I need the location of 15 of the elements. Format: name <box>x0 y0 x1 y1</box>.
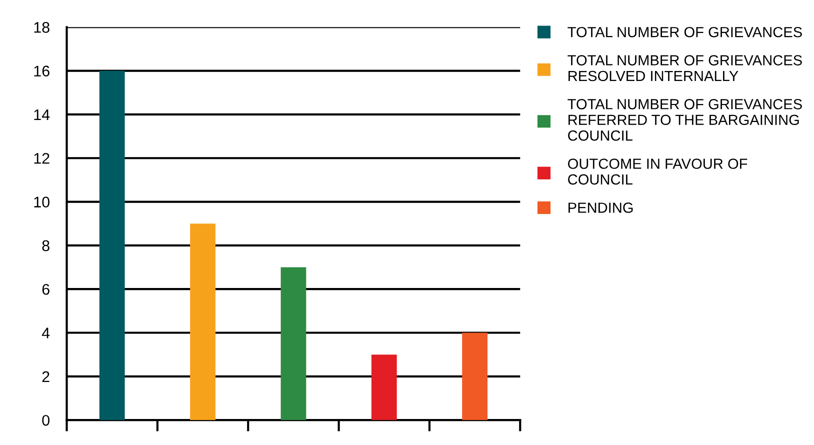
y-tick-label: 6 <box>42 284 50 295</box>
y-tick-label: 0 <box>42 414 50 426</box>
y-tick-label: 16 <box>34 66 50 76</box>
legend-label: TOTAL NUMBER OF GRIEVANCES RESOLVED INTERNALLY <box>568 55 802 82</box>
legend-label: TOTAL NUMBER OF GRIEVANCES <box>568 26 802 38</box>
y-tick-label: 4 <box>42 328 50 338</box>
y-tick-label: 8 <box>42 240 50 252</box>
legend-label: PENDING <box>568 202 633 213</box>
y-tick-label: 14 <box>34 109 50 120</box>
y-tick-label: 18 <box>34 22 50 33</box>
y-tick-label: 12 <box>34 152 50 164</box>
legend-label: TOTAL NUMBER OF GRIEVANCES REFERRED TO THE BARGAINING COUNCIL <box>568 99 802 141</box>
legend-label: OUTCOME IN FAVOUR OF COUNCIL <box>568 158 748 185</box>
y-tick-label: 2 <box>42 371 50 382</box>
y-tick-label: 10 <box>34 196 50 208</box>
